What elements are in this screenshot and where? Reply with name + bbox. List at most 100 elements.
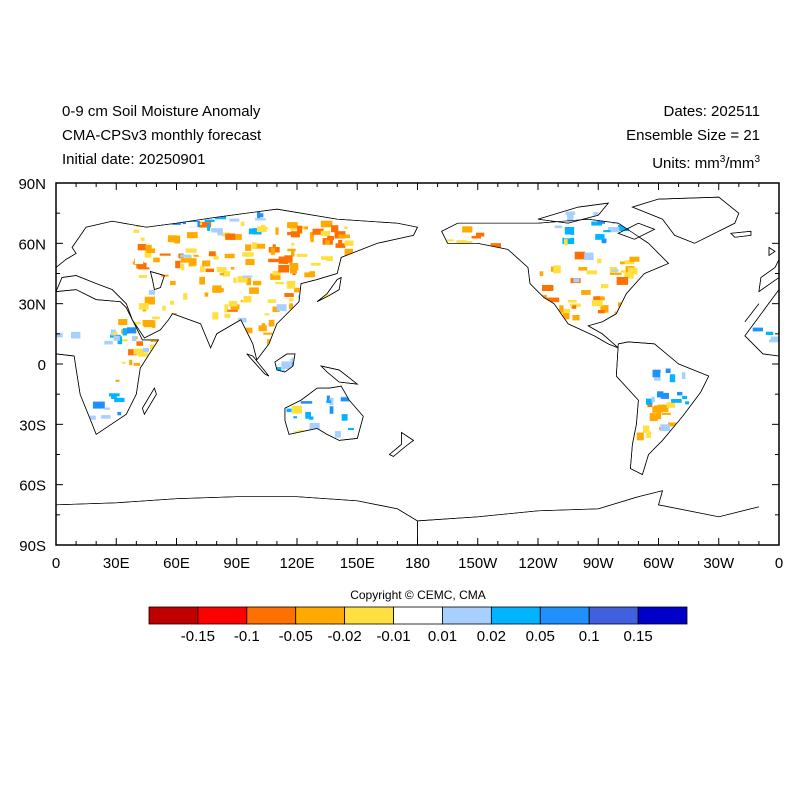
colorbar-box [393,606,443,625]
anomaly-cell [620,305,629,311]
anomaly-cell [272,270,281,276]
anomaly-cell [325,239,330,245]
anomaly-cell [601,238,607,244]
anomaly-cell [233,277,237,283]
anomaly-cell [109,393,120,397]
anomaly-cell [454,244,459,249]
coastline-madagascar [142,387,157,416]
anomaly-cell [287,231,292,236]
colorbar-label: 0.01 [428,628,457,645]
anomaly-cell [233,294,244,300]
anomaly-cell [199,221,212,228]
anomaly-cell [278,256,289,264]
anomaly-cell [609,272,622,275]
anomaly-cell [284,255,293,263]
anomaly-cell [185,248,197,253]
coastline-new-guinea [320,365,359,385]
anomaly-cell [666,402,676,408]
anomaly-cell [180,258,189,263]
anomaly-cell [212,285,222,293]
anomaly-cell [611,214,623,221]
anomaly-cell [257,211,261,219]
anomaly-cell [56,332,63,338]
anomaly-cell [139,325,144,331]
x-tick-label: 90W [583,555,615,572]
anomaly-cell [624,260,635,265]
anomaly-cell [456,240,467,246]
anomaly-cell [647,403,653,408]
anomaly-cell [308,416,314,420]
copyright-label: Copyright © CEMC, CMA [350,588,486,602]
coastline-south-america [615,341,710,476]
anomaly-cell [133,362,141,366]
anomaly-cell [144,366,156,371]
anomaly-cell [567,215,574,223]
anomaly-cell [618,224,630,231]
anomaly-cell [344,248,353,256]
anomaly-cell [288,303,293,310]
anomaly-cell [161,274,169,277]
colorbar-label: -0.05 [279,628,313,645]
anomaly-cell [144,296,155,305]
anomaly-cell [338,240,343,246]
anomaly-cell [140,237,145,241]
anomaly-cell [644,446,650,451]
anomaly-cell [230,304,240,310]
anomaly-cell [574,251,586,260]
anomaly-cell [469,248,475,252]
anomaly-cell [293,287,304,293]
colorbar-box [197,606,248,625]
anomaly-cell [584,252,594,261]
anomaly-cell [330,310,338,313]
anomaly-cell [242,252,254,257]
anomaly-cell [238,317,247,323]
anomaly-cell [292,272,296,276]
anomaly-cell [660,424,670,432]
anomaly-cell [92,401,105,409]
x-tick-label: 0 [52,555,60,572]
anomaly-cell [141,374,145,378]
y-tick-label: 60S [19,478,46,495]
anomaly-cell [121,339,128,342]
anomaly-cell [593,212,599,217]
anomaly-cell [138,303,149,310]
anomaly-cell [581,290,591,295]
anomaly-cell [300,291,311,298]
anomaly-cell [562,237,575,245]
anomaly-cell [104,407,110,410]
anomaly-cell [462,226,473,233]
anomaly-cell [193,254,201,257]
anomaly-cell [565,211,576,215]
anomaly-cell [174,235,181,244]
anomaly-cell [321,256,333,260]
anomaly-cell [222,271,230,277]
anomaly-cell [122,328,127,336]
anomaly-cell [267,299,276,303]
anomaly-cell [142,347,149,352]
anomaly-cell [286,408,292,413]
anomaly-cell [101,415,111,419]
anomaly-cell [572,305,577,309]
anomaly-cell [616,277,629,285]
anomaly-cell [162,339,170,345]
colorbar-label: 0.1 [579,628,600,645]
units-sup-2: 3 [754,154,760,165]
anomaly-cell [338,234,350,239]
anomaly-cell [345,265,355,269]
anomaly-cell [284,293,294,297]
anomaly-cell [314,277,318,285]
anomaly-cell [300,267,310,273]
anomaly-cell [611,269,619,272]
anomaly-cell [275,281,284,285]
anomaly-cell [225,233,236,240]
anomaly-cell [593,296,600,302]
x-tick-label: 60W [643,555,675,572]
anomaly-cell [299,312,305,318]
anomaly-cell [304,226,308,230]
anomaly-cell [159,253,171,256]
colorbar-label: 0.02 [477,628,506,645]
colorbar-box [246,606,297,625]
x-tick-label: 150E [340,555,375,572]
anomaly-cell [471,235,481,239]
